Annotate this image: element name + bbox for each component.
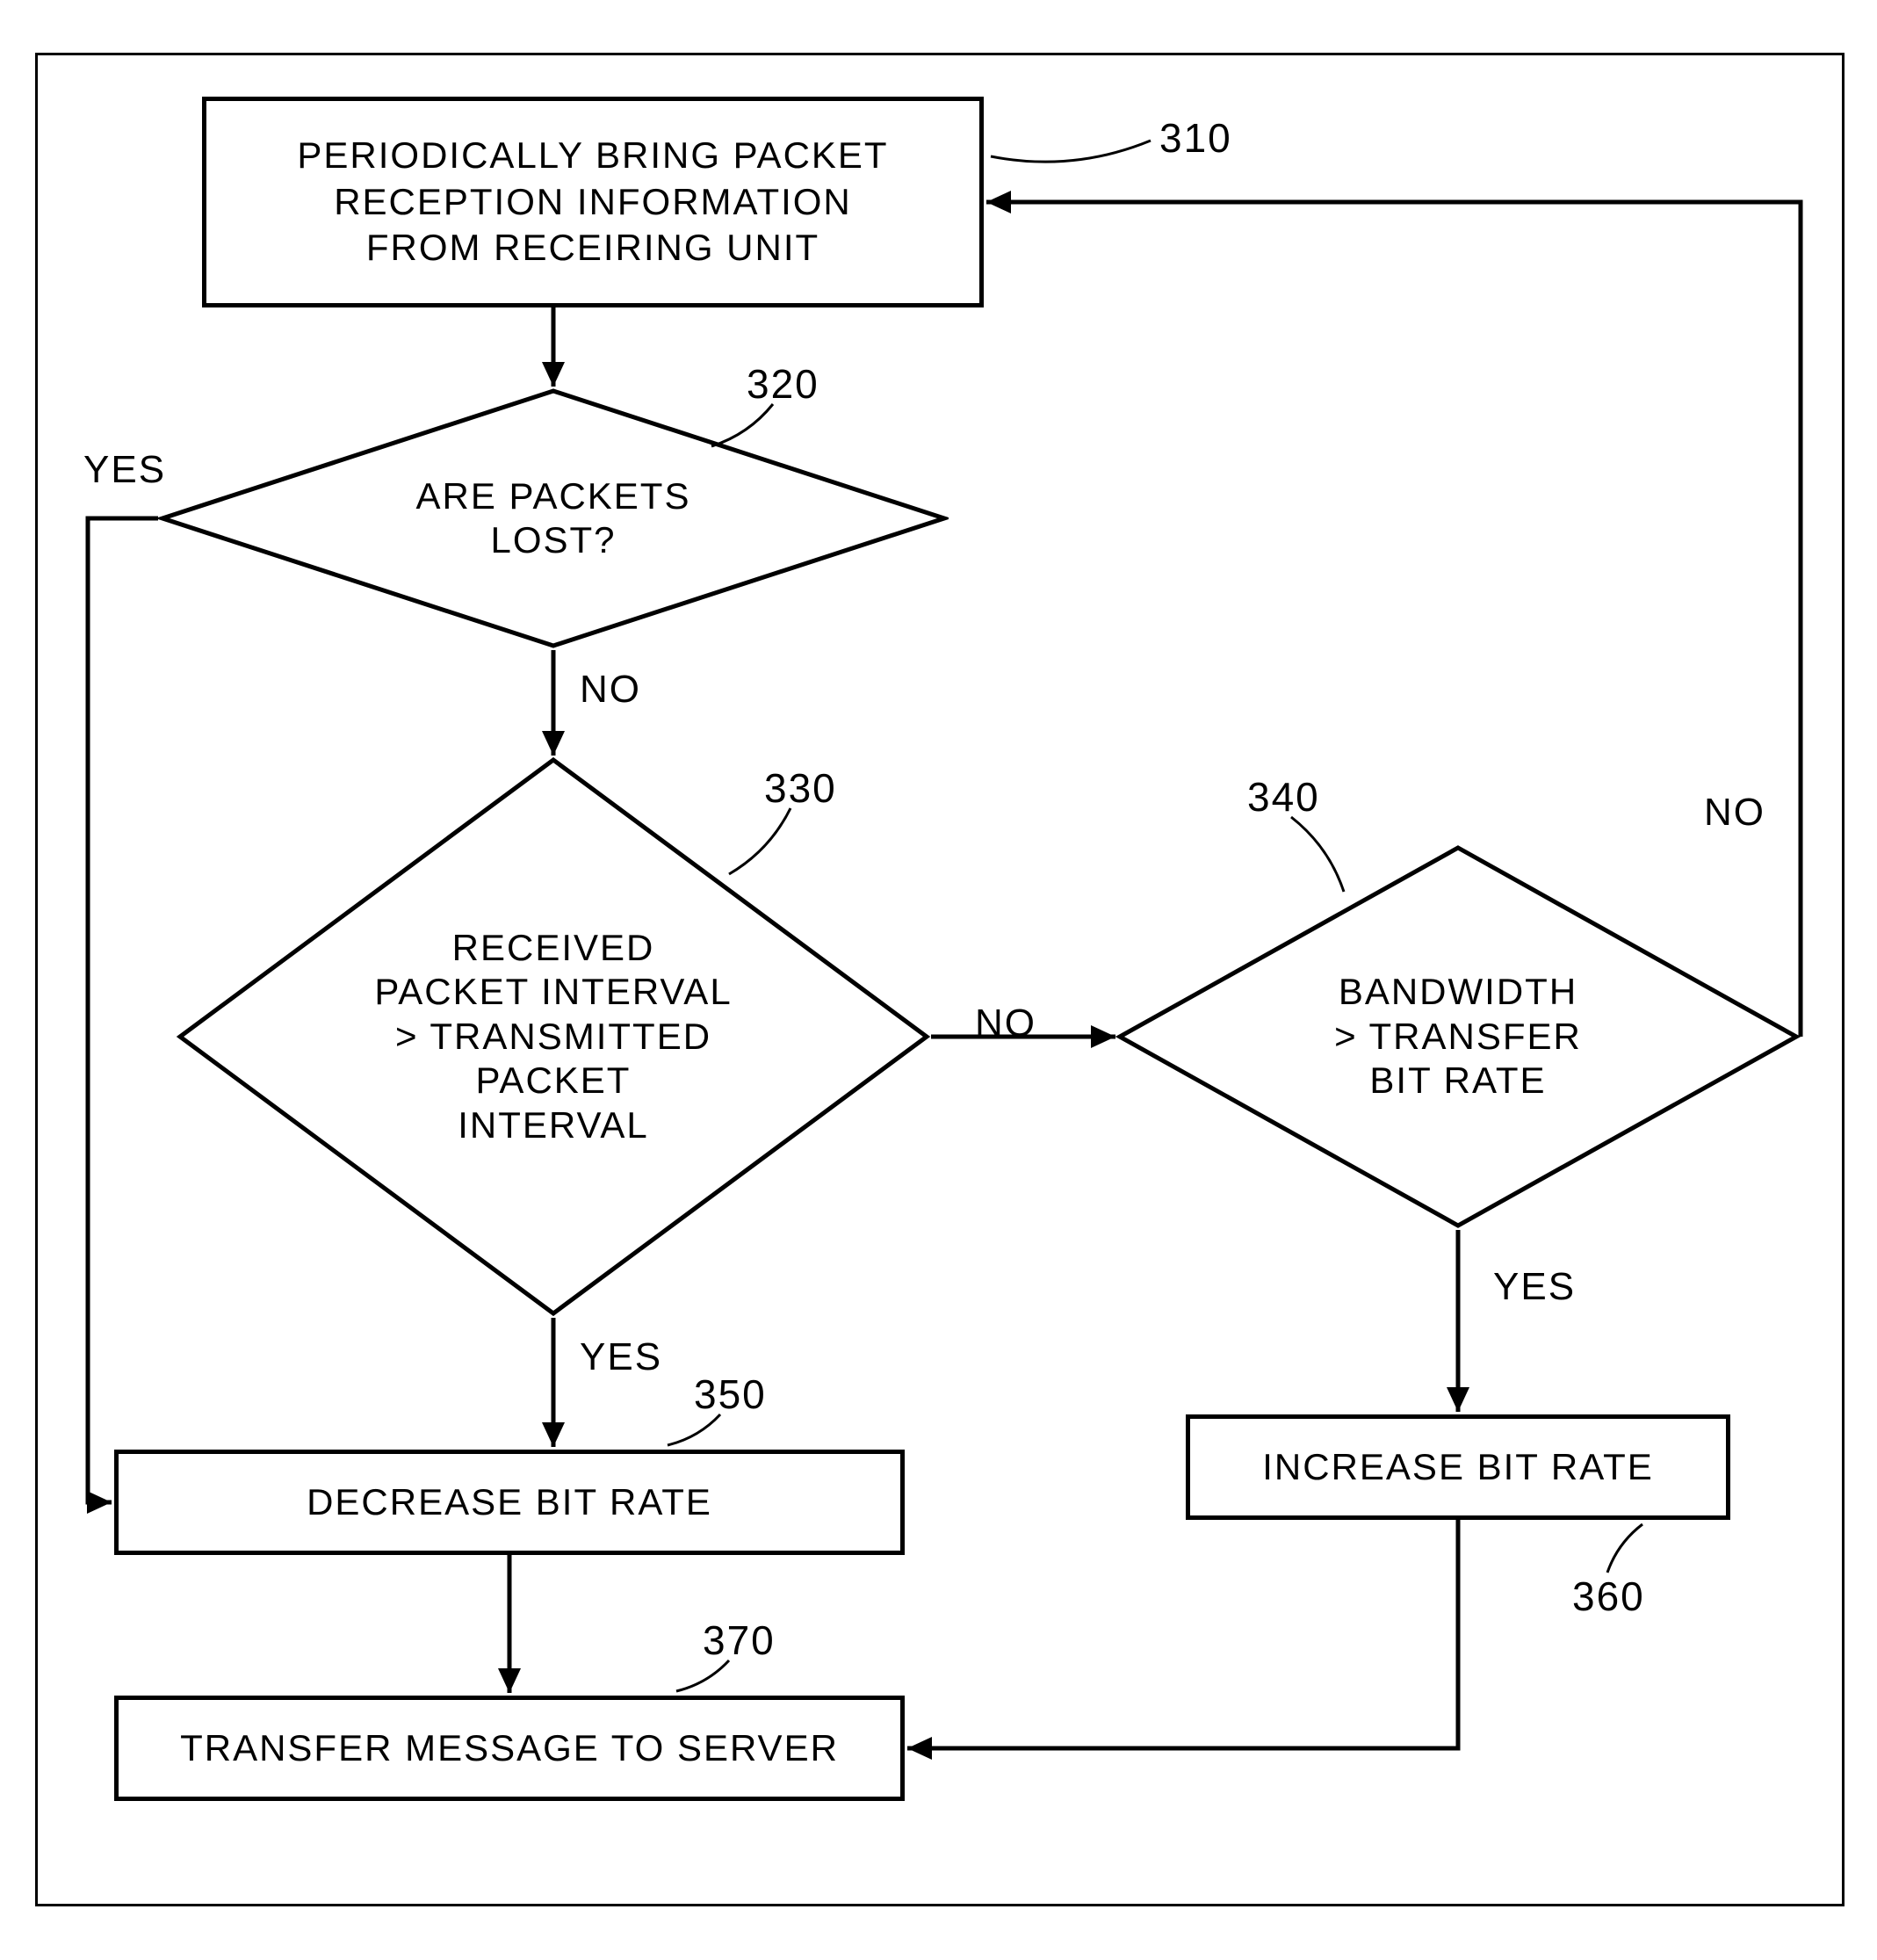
flowchart-canvas: PERIODICALLY BRING PACKET RECEPTION INFO… bbox=[0, 0, 1877, 1960]
leader-line bbox=[668, 1652, 738, 1700]
edge-label-320-yes: YES bbox=[83, 448, 166, 492]
leader-line bbox=[659, 1406, 729, 1454]
leader-line bbox=[703, 395, 782, 455]
leader-line bbox=[982, 132, 1159, 165]
ref-310: 310 bbox=[1159, 114, 1232, 162]
connector bbox=[527, 1291, 580, 1473]
connector bbox=[483, 1529, 536, 1719]
connector bbox=[1432, 1204, 1484, 1438]
connector bbox=[61, 492, 184, 1529]
leader-line bbox=[720, 799, 799, 883]
box-370-text: TRANSFER MESSAGE TO SERVER bbox=[180, 1725, 839, 1772]
box-350-text: DECREASE BIT RATE bbox=[307, 1479, 712, 1526]
box-310-bring-packet-info: PERIODICALLY BRING PACKET RECEPTION INFO… bbox=[202, 97, 984, 307]
leader-line bbox=[1599, 1515, 1651, 1581]
connector bbox=[527, 281, 580, 413]
edge-label-340-yes: YES bbox=[1493, 1265, 1576, 1309]
box-360-text: INCREASE BIT RATE bbox=[1262, 1444, 1654, 1491]
leader-line bbox=[1282, 808, 1353, 900]
edge-label-320-no: NO bbox=[580, 668, 641, 712]
decision-320-packets-lost: ARE PACKETS LOST? bbox=[158, 387, 949, 650]
connector bbox=[881, 1494, 1484, 1775]
connector bbox=[527, 624, 580, 782]
decision-330-packet-interval: RECEIVED PACKET INTERVAL > TRANSMITTED P… bbox=[176, 756, 931, 1318]
connector bbox=[960, 176, 1827, 1063]
edge-label-330-yes: YES bbox=[580, 1335, 662, 1379]
box-310-text: PERIODICALLY BRING PACKET RECEPTION INFO… bbox=[297, 133, 888, 271]
